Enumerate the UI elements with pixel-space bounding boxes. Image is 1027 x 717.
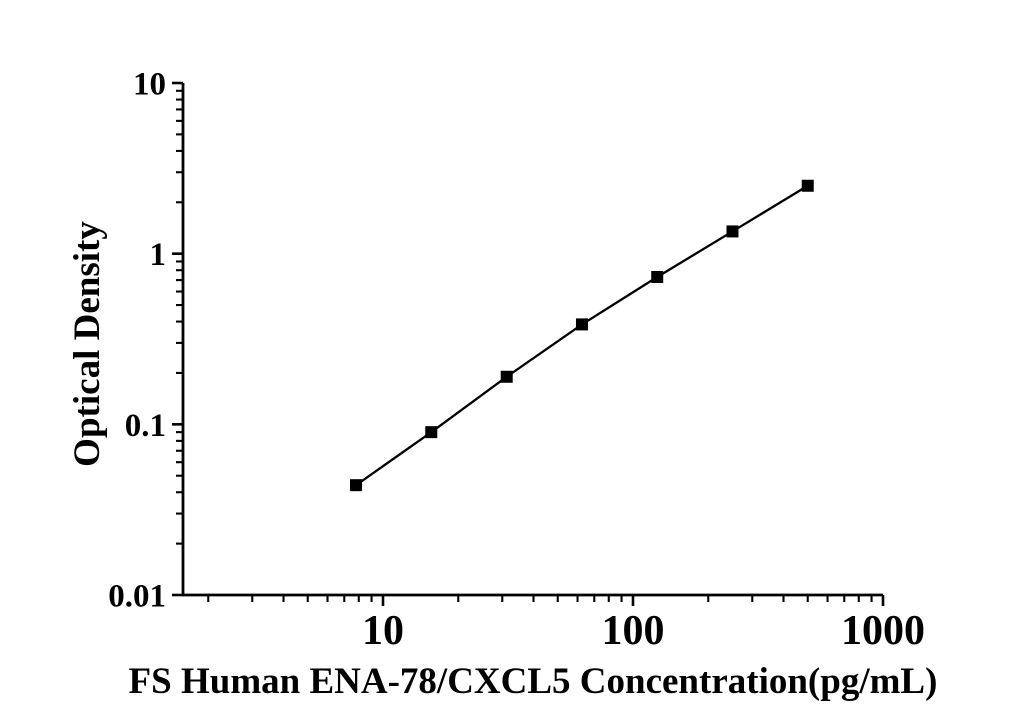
data-point-marker [350, 479, 363, 492]
data-point-marker [726, 225, 739, 238]
y-tick-label: 1 [150, 237, 167, 273]
data-point-marker [651, 270, 664, 283]
data-point-marker [801, 179, 814, 192]
data-point-marker [425, 426, 438, 439]
y-tick-label: 0.1 [125, 408, 166, 444]
x-tick-label: 10 [362, 608, 404, 654]
y-tick-label: 0.01 [108, 579, 166, 615]
x-tick-label: 1000 [841, 608, 925, 654]
y-tick-label: 10 [133, 67, 166, 103]
plot-area: 10 100 1000 10 1 0.1 0.01 [108, 67, 925, 654]
axis-spines [181, 83, 883, 597]
data-point-marker [500, 370, 513, 383]
y-axis-title: Optical Density [67, 221, 108, 467]
data-point-marker [575, 318, 588, 331]
x-axis-title: FS Human ENA-78/CXCL5 Concentration(pg/m… [129, 661, 938, 702]
standard-curve-line [355, 184, 809, 487]
x-tick-label: 100 [601, 608, 664, 654]
